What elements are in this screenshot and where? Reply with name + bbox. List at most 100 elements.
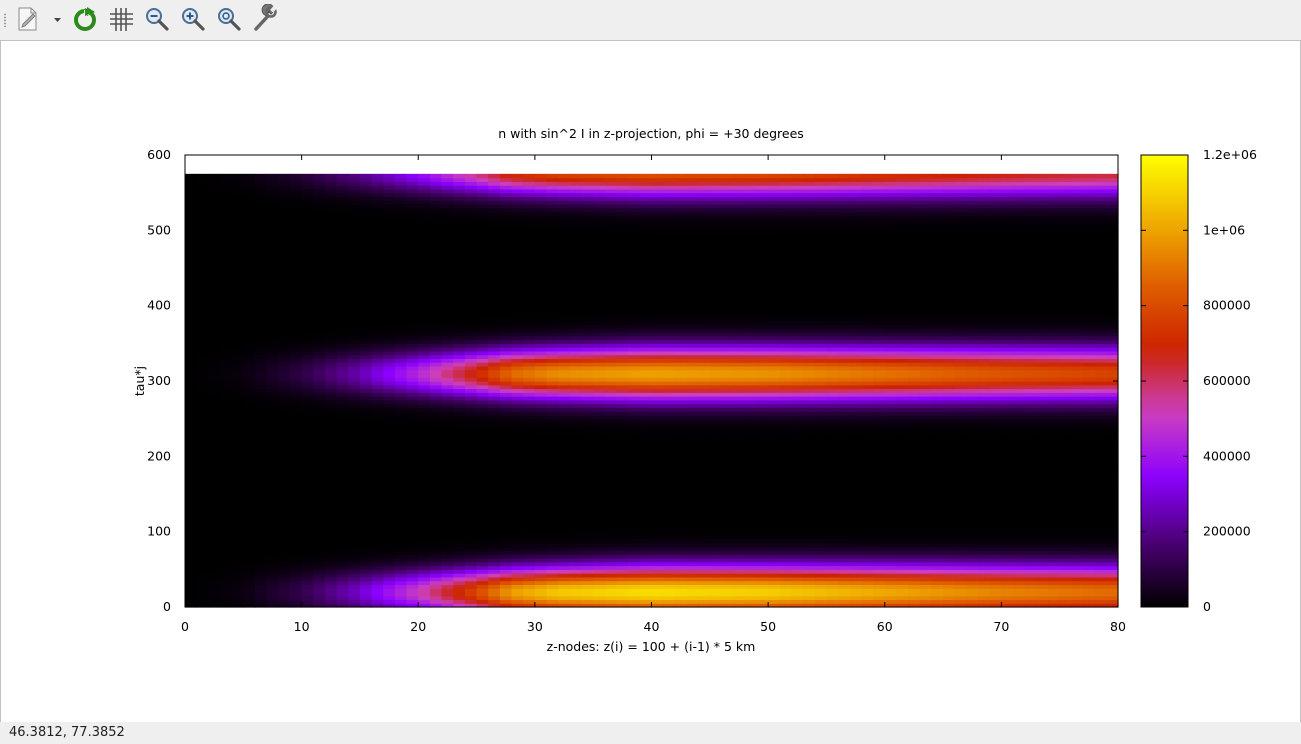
heatmap-cell	[628, 490, 641, 495]
heatmap-cell	[441, 339, 454, 344]
heatmap-cell	[558, 467, 571, 472]
heatmap-cell	[593, 185, 606, 190]
heatmap-cell	[359, 467, 373, 472]
heatmap-cell	[266, 226, 279, 231]
heatmap-cell	[546, 407, 559, 412]
heatmap-cell	[464, 426, 478, 431]
settings-wrench-icon[interactable]	[250, 4, 280, 34]
heatmap-cell	[196, 441, 209, 446]
heatmap-cell	[185, 399, 198, 405]
heatmap-cell	[383, 294, 396, 299]
heatmap-cell	[231, 286, 244, 292]
heatmap-cell	[336, 332, 349, 337]
heatmap-cell	[581, 452, 594, 457]
grid-icon[interactable]	[106, 4, 136, 34]
heatmap-cell	[569, 181, 583, 186]
heatmap-cell	[313, 505, 326, 510]
heatmap-cell	[289, 226, 303, 231]
heatmap-cell	[581, 249, 594, 254]
heatmap-cell	[674, 505, 688, 510]
heatmap-cell	[686, 520, 699, 525]
heatmap-cell	[266, 392, 279, 397]
heatmap-cell	[604, 384, 618, 390]
heatmap-cell	[604, 542, 618, 548]
heatmap-cell	[499, 260, 513, 265]
heatmap-cell	[348, 230, 361, 235]
heatmap-cell	[593, 531, 606, 537]
heatmap-cell	[453, 264, 466, 269]
heatmap-cell	[663, 211, 676, 216]
heatmap-cell	[196, 237, 209, 243]
heatmap-cell	[243, 328, 256, 333]
heatmap-cell	[581, 399, 594, 405]
heatmap-cell	[336, 422, 349, 427]
heatmap-cell	[569, 584, 583, 589]
heatmap-cell	[371, 448, 384, 454]
heatmap-cell	[394, 335, 408, 341]
heatmap-cell	[476, 192, 489, 198]
heatmap-cell	[523, 290, 536, 295]
export-menu-arrow-icon[interactable]	[46, 4, 68, 34]
heatmap-cell	[511, 399, 524, 405]
heatmap-cell	[511, 524, 524, 529]
heatmap-cell	[534, 343, 548, 348]
heatmap-cell	[383, 561, 396, 567]
heatmap-cell	[418, 542, 431, 548]
heatmap-cell	[324, 207, 338, 213]
heatmap-cell	[359, 324, 373, 329]
heatmap-cell	[523, 546, 536, 552]
heatmap-cell	[359, 429, 373, 435]
heatmap-cell	[523, 268, 536, 273]
heatmap-cell	[348, 275, 361, 280]
heatmap-cell	[663, 550, 676, 555]
heatmap-cell	[406, 463, 419, 469]
heatmap-cell	[231, 173, 244, 179]
heatmap-cell	[196, 298, 209, 303]
heatmap-cell	[628, 591, 641, 597]
heatmap-cell	[243, 531, 256, 537]
heatmap-cell	[453, 268, 466, 273]
plot-window[interactable]: n with sin^2 I in z-projection, phi = +3…	[0, 40, 1301, 723]
heatmap-cell	[196, 203, 209, 209]
heatmap-cell	[558, 237, 571, 243]
heatmap-cell	[464, 512, 478, 518]
heatmap-cell	[546, 490, 559, 495]
heatmap-cell	[301, 328, 314, 333]
heatmap-cell	[208, 429, 221, 435]
heatmap-cell	[628, 369, 641, 375]
zoom-reset-icon[interactable]	[214, 4, 244, 34]
heatmap-cell	[523, 448, 536, 454]
heatmap-cell	[628, 403, 641, 408]
replot-icon[interactable]	[70, 4, 100, 34]
heatmap-cell	[301, 177, 314, 182]
heatmap-cell	[324, 524, 338, 529]
heatmap-cell	[254, 456, 268, 461]
heatmap-cell	[499, 369, 513, 375]
heatmap-cell	[208, 452, 221, 457]
zoom-in-icon[interactable]	[178, 4, 208, 34]
heatmap-cell	[639, 332, 653, 337]
zoom-out-icon[interactable]	[142, 4, 172, 34]
heatmap-cell	[289, 520, 303, 525]
heatmap-cell	[243, 203, 256, 209]
heatmap-cell	[266, 219, 279, 224]
heatmap-cell	[581, 173, 594, 179]
heatmap-cell	[581, 478, 594, 484]
heatmap-cell	[616, 407, 629, 412]
heatmap-cell	[208, 418, 221, 424]
heatmap-cell	[313, 539, 326, 544]
heatmap-cell	[464, 445, 478, 450]
heatmap-cell	[231, 309, 244, 314]
heatmap-cell	[196, 576, 209, 582]
heatmap-cell	[546, 343, 559, 348]
heatmap-cell	[546, 362, 559, 367]
heatmap-cell	[616, 268, 629, 273]
heatmap-cell	[464, 365, 478, 371]
heatmap-cell	[313, 411, 326, 416]
heatmap-cell	[383, 185, 396, 190]
heatmap-cell	[441, 301, 454, 307]
heatmap-cell	[453, 298, 466, 303]
export-icon[interactable]	[14, 4, 44, 34]
heatmap-cell	[628, 460, 641, 465]
heatmap-cell	[301, 565, 314, 570]
